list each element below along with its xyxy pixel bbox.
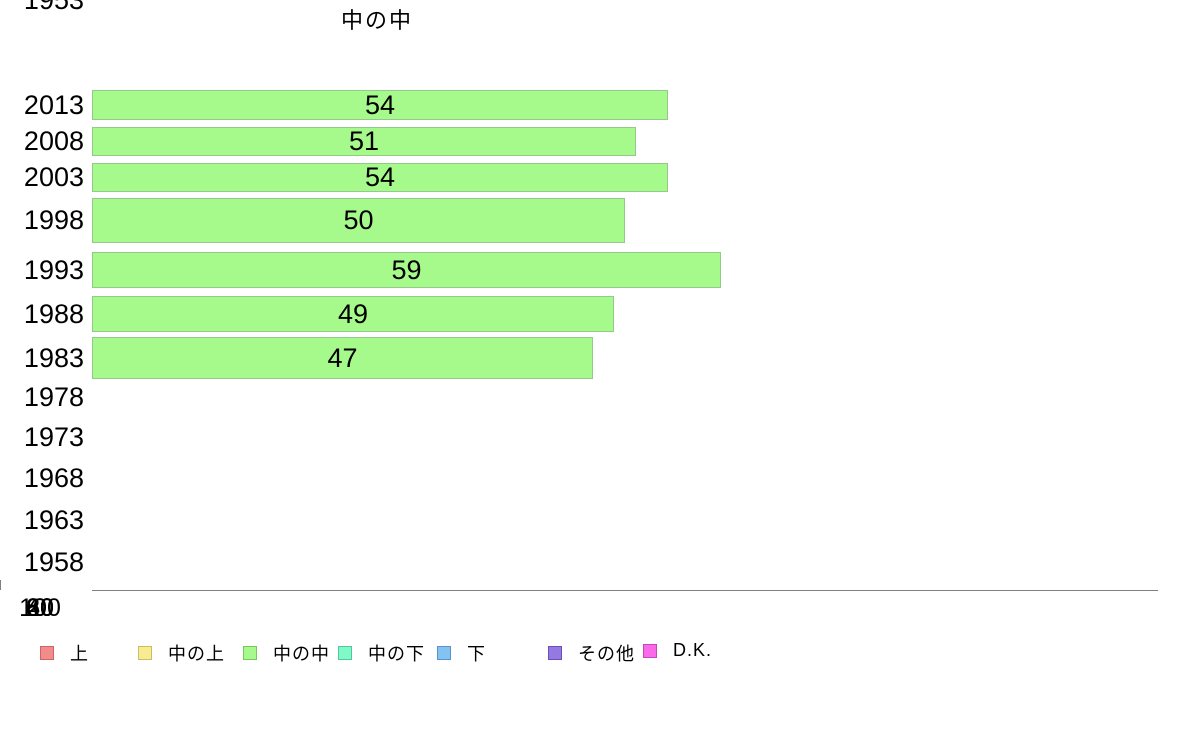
legend-swatch — [243, 646, 257, 660]
legend: 上 中の上 中の中 中の下 下 その他 D.K. — [0, 640, 1188, 666]
chart-row: 2003 54 — [0, 162, 1188, 192]
legend-item: 上 — [40, 640, 89, 666]
bar: 59 — [92, 252, 721, 288]
legend-item: その他 — [548, 640, 635, 666]
chart-row: 1968 — [0, 457, 1188, 499]
x-axis-tick-label: 20 — [26, 594, 54, 622]
chart-row: 1958 — [0, 541, 1188, 583]
legend-swatch — [138, 646, 152, 660]
chart-row: 1998 50 — [0, 198, 1188, 243]
chart-row: 1988 49 — [0, 296, 1188, 332]
legend-swatch — [40, 646, 54, 660]
x-axis-tick-label: 40 — [26, 594, 54, 622]
y-axis-label: 1968 — [23, 462, 84, 493]
x-axis-tick-label: 0 — [33, 594, 47, 622]
y-axis-label: 1988 — [23, 298, 84, 329]
x-axis-tick-label: 100 — [19, 594, 61, 622]
bar: 54 — [92, 90, 668, 120]
x-axis-tick-label: 60 — [26, 594, 54, 622]
y-axis-label: 1978 — [23, 381, 84, 412]
bar: 49 — [92, 296, 614, 332]
y-axis-label: 2003 — [23, 162, 84, 192]
y-axis-label: 2013 — [23, 89, 84, 120]
bar-value-label: 50 — [343, 205, 374, 235]
legend-item: 中の中 — [243, 640, 330, 666]
chart-row: 1983 47 — [0, 337, 1188, 379]
legend-label: 中の下 — [368, 644, 425, 664]
legend-label: 中の中 — [273, 644, 330, 664]
x-axis-tick — [0, 580, 1, 590]
chart-row: 1993 59 — [0, 252, 1188, 288]
bar-value-label: 54 — [364, 162, 396, 192]
legend-label: 上 — [70, 644, 89, 664]
y-axis-label: 2008 — [23, 126, 84, 156]
legend-label: 中の上 — [168, 644, 225, 664]
legend-label: 下 — [467, 644, 486, 664]
chart-row: 1973 — [0, 416, 1188, 458]
x-axis-line — [92, 590, 1158, 591]
bar-value-label: 59 — [391, 254, 422, 285]
bar: 54 — [92, 162, 668, 192]
chart-title: 中の中 — [340, 8, 413, 33]
y-axis-label: 1983 — [23, 342, 84, 373]
legend-swatch — [643, 643, 657, 658]
legend-item: 中の下 — [338, 640, 425, 666]
y-axis-label: 1998 — [23, 205, 84, 235]
legend-item: 下 — [437, 640, 486, 666]
legend-swatch — [548, 646, 562, 660]
x-axis-tick-label: 80 — [26, 594, 54, 622]
bar: 50 — [92, 198, 625, 243]
chart-row: 1963 — [0, 499, 1188, 541]
chart-row: 2008 51 — [0, 126, 1188, 156]
bar-value-label: 47 — [327, 342, 358, 373]
legend-swatch — [437, 646, 451, 660]
y-axis-label: 1963 — [23, 504, 84, 535]
legend-label: その他 — [578, 644, 635, 664]
y-axis-label: 1973 — [23, 421, 84, 452]
bar-value-label: 49 — [337, 298, 369, 329]
y-axis-label: 1958 — [23, 546, 84, 577]
bar: 51 — [92, 126, 636, 156]
legend-item: 中の上 — [138, 640, 225, 666]
chart-row: 1978 — [0, 376, 1188, 418]
bar: 47 — [92, 337, 593, 379]
bar-value-label: 54 — [364, 89, 396, 120]
chart-row: 2013 54 — [0, 90, 1188, 120]
legend-item: D.K. — [643, 640, 712, 661]
bar-value-label: 51 — [348, 126, 380, 156]
y-axis-label: 1993 — [23, 254, 84, 285]
legend-swatch — [338, 646, 352, 660]
legend-label: D.K. — [673, 640, 713, 660]
